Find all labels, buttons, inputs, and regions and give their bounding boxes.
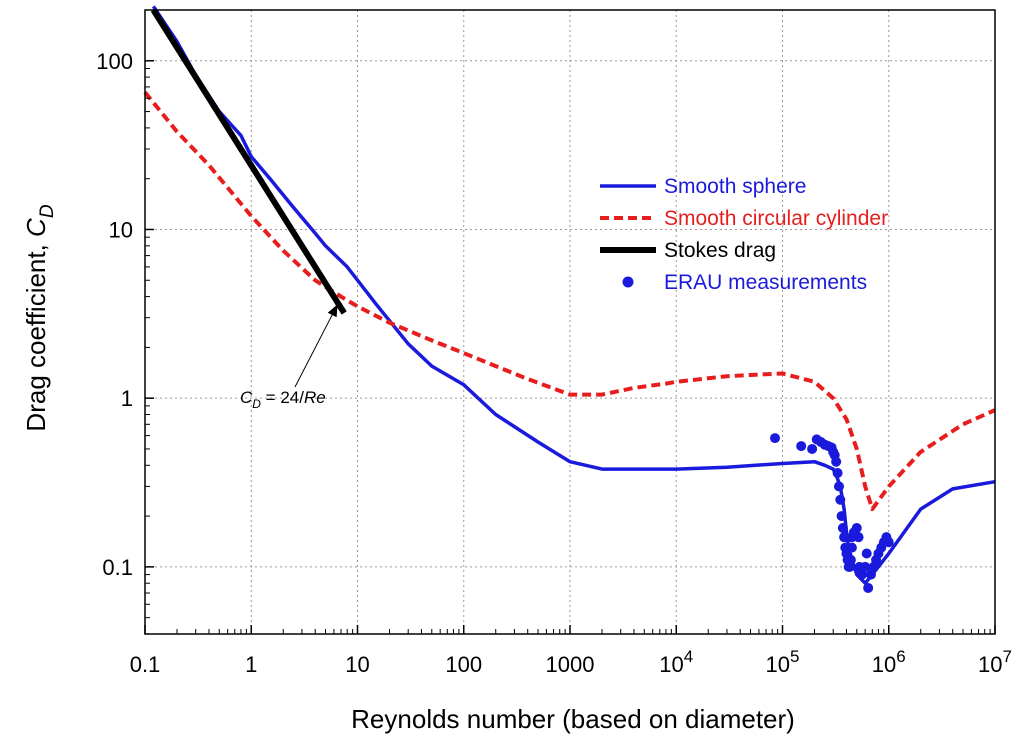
y-axis-title: Drag coefficient, CD xyxy=(21,204,58,431)
legend-label: Smooth circular cylinder xyxy=(664,207,888,230)
x-tick-label: 104 xyxy=(659,647,693,677)
legend: Smooth sphere Smooth circular cylinder Sto… xyxy=(600,175,888,294)
annotation-arrowhead xyxy=(327,304,338,318)
y-axis-title-symbol: C xyxy=(21,218,51,237)
annotation-arrow xyxy=(294,304,339,388)
legend-label: ERAU measurements xyxy=(664,271,867,294)
data-point xyxy=(831,456,842,467)
data-point xyxy=(853,532,864,543)
y-tick-label: 1 xyxy=(121,386,133,411)
legend-label: Smooth sphere xyxy=(664,175,806,198)
data-point xyxy=(770,433,781,444)
y-axis-title-subscript: D xyxy=(37,204,58,218)
data-point xyxy=(837,522,848,533)
data-point xyxy=(833,481,844,492)
x-tick-label: 10 xyxy=(345,652,369,677)
data-point xyxy=(883,537,894,548)
y-tick-label: 100 xyxy=(96,49,133,74)
y-tick-label: 10 xyxy=(109,217,133,242)
legend-item: Stokes drag xyxy=(600,239,776,262)
x-tick-label: 0.1 xyxy=(130,652,161,677)
data-point xyxy=(832,468,843,479)
tick-layer xyxy=(144,60,996,634)
annotation-label: CD = 24/Re xyxy=(240,388,326,411)
data-point xyxy=(856,569,867,580)
x-tick-label: 100 xyxy=(445,652,482,677)
smooth-sphere-line xyxy=(151,5,996,585)
legend-item: Smooth sphere xyxy=(600,175,806,198)
stokes-drag-line xyxy=(150,8,347,315)
x-axis-title: Reynolds number (based on diameter) xyxy=(351,704,795,734)
data-point xyxy=(839,532,850,543)
y-axis-title-main: Drag coefficient, xyxy=(21,237,51,432)
data-point xyxy=(836,511,847,522)
series-layer xyxy=(143,5,996,593)
y-tick-label: 0.1 xyxy=(102,555,133,580)
data-point xyxy=(860,561,871,572)
y-tick-labels: 0.1 1 10 100 xyxy=(96,49,133,580)
legend-item: Smooth circular cylinder xyxy=(600,207,888,230)
data-point xyxy=(835,494,846,505)
data-point xyxy=(796,441,807,452)
x-tick-label: 1 xyxy=(245,652,257,677)
data-point xyxy=(807,443,818,454)
x-tick-label: 107 xyxy=(978,647,1012,677)
stokes-annotation: CD = 24/Re xyxy=(240,304,339,411)
data-point xyxy=(845,554,856,565)
data-point xyxy=(865,569,876,580)
data-point xyxy=(861,548,872,559)
x-tick-labels: 0.1 1 10 100 1000 104 105 106 107 xyxy=(130,647,1012,677)
legend-label: Stokes drag xyxy=(664,239,776,262)
smooth-circular-cylinder-line xyxy=(143,91,996,512)
data-point xyxy=(863,582,874,593)
erau-measurements-points xyxy=(770,433,894,593)
x-tick-label: 1000 xyxy=(546,652,595,677)
grid xyxy=(145,10,995,634)
x-tick-label: 105 xyxy=(766,647,800,677)
x-tick-label: 106 xyxy=(872,647,906,677)
legend-marker xyxy=(622,276,634,288)
legend-item: ERAU measurements xyxy=(622,271,867,294)
data-point xyxy=(846,542,857,553)
